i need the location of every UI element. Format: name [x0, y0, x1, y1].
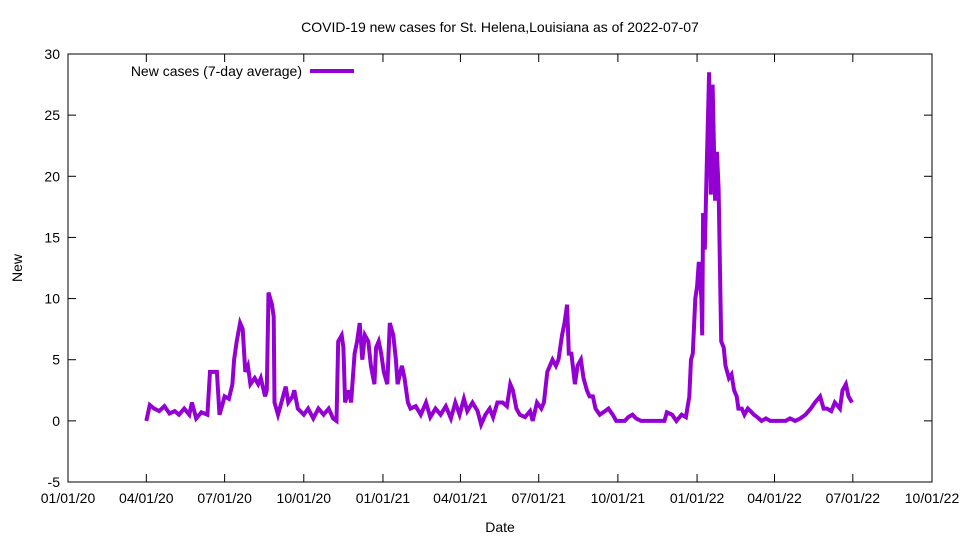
x-tick-label: 10/01/20	[277, 490, 332, 506]
x-tick-label: 10/01/21	[591, 490, 646, 506]
y-axis-label: New	[9, 253, 25, 282]
chart-title: COVID-19 new cases for St. Helena,Louisi…	[301, 19, 699, 35]
legend: New cases (7-day average)	[131, 63, 354, 79]
y-tick-label: 10	[44, 291, 60, 307]
legend-label: New cases (7-day average)	[131, 63, 302, 79]
x-tick-label: 10/01/22	[905, 490, 960, 506]
x-tick-label: 01/01/21	[356, 490, 411, 506]
x-tick-label: 01/01/20	[41, 490, 96, 506]
x-axis-label: Date	[485, 519, 515, 535]
plot-border	[67, 53, 933, 483]
x-tick-label: 04/01/22	[747, 490, 802, 506]
x-tick-label: 07/01/20	[197, 490, 252, 506]
y-tick-label: 15	[44, 229, 60, 245]
x-tick-label: 01/01/22	[670, 490, 725, 506]
y-tick-label: 5	[52, 352, 60, 368]
x-tick-label: 07/01/22	[826, 490, 881, 506]
series-line-new-cases	[144, 72, 854, 431]
x-tick-label: 07/01/21	[511, 490, 566, 506]
axis-ticks: -5 0 5 10 15 20 25 30 01/01/20 04/01/20 07/01/20 10…	[41, 46, 960, 506]
y-tick-label: 30	[44, 46, 60, 62]
y-tick-label: 0	[52, 413, 60, 429]
x-tick-label: 04/01/21	[433, 490, 488, 506]
y-tick-label: 25	[44, 107, 60, 123]
y-tick-label: -5	[48, 474, 61, 490]
y-tick-label: 20	[44, 168, 60, 184]
x-tick-label: 04/01/20	[119, 490, 174, 506]
